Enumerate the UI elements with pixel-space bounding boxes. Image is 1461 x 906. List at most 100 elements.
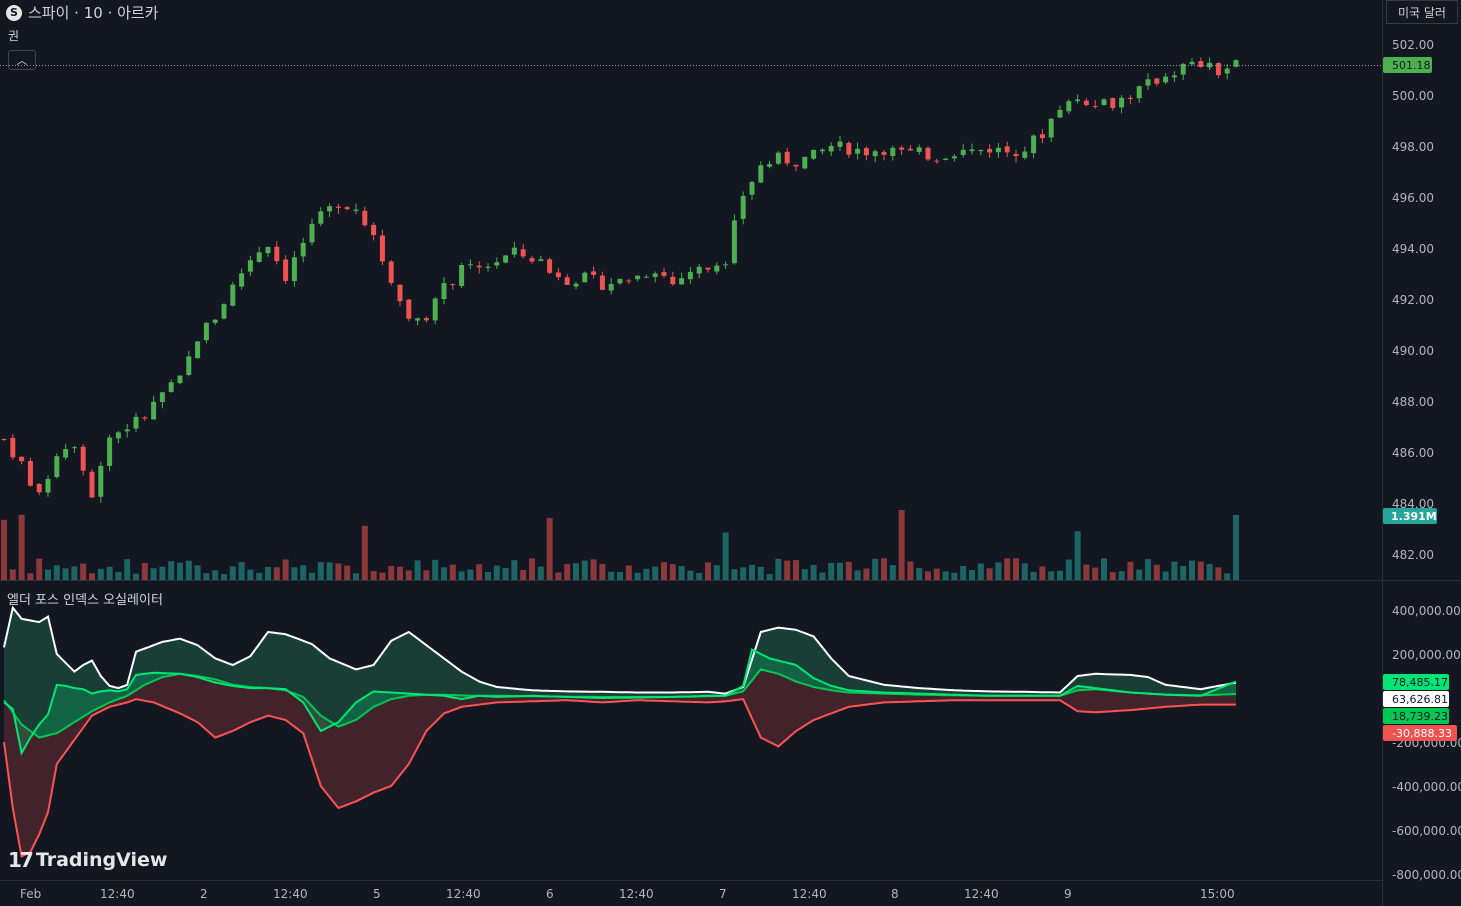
candle — [335, 206, 341, 208]
candle — [916, 147, 922, 152]
candle — [828, 146, 834, 152]
volume-bar — [247, 569, 254, 580]
volume-bar — [564, 564, 571, 580]
candle — [1048, 118, 1054, 138]
candle — [371, 224, 377, 236]
volume-bar — [916, 567, 923, 580]
volume-bar — [599, 563, 606, 580]
candle — [283, 259, 289, 281]
candle — [98, 465, 104, 497]
volume-bar — [537, 566, 544, 580]
volume-bar — [573, 563, 579, 580]
candle — [731, 220, 737, 264]
candle — [397, 284, 403, 302]
volume-bar — [1004, 558, 1011, 580]
candle — [1145, 79, 1151, 86]
candle — [978, 150, 984, 152]
volume-bar — [89, 573, 95, 580]
volume-bar — [995, 562, 1002, 580]
volume-bar — [898, 509, 905, 580]
volume-bar — [361, 525, 368, 580]
candle — [547, 259, 553, 273]
candle — [934, 160, 940, 162]
candle — [353, 209, 359, 211]
volume-bar — [36, 558, 43, 580]
symbol-title[interactable]: 스파이 · 10 · 아르카 — [28, 4, 159, 22]
volume-legend-label: 권 — [8, 29, 20, 43]
candle — [555, 272, 561, 278]
volume-bar — [872, 558, 879, 580]
candle — [415, 318, 421, 321]
candle — [159, 392, 165, 403]
volume-bar — [212, 570, 219, 580]
volume-bar — [687, 570, 694, 580]
volume-bar — [405, 570, 412, 580]
volume-bar — [907, 561, 914, 580]
candle — [643, 276, 649, 278]
volume-bar — [608, 571, 615, 580]
volume-bar — [1048, 571, 1055, 580]
candle — [142, 417, 148, 419]
candle — [943, 158, 949, 160]
oscillator-pane[interactable] — [3, 605, 1237, 858]
candle — [723, 264, 729, 266]
volume-bar — [344, 565, 351, 580]
time-tick: 7 — [719, 887, 727, 901]
volume-bar — [1, 519, 7, 580]
volume-bar — [502, 567, 509, 580]
candle — [907, 148, 913, 151]
currency-button[interactable]: 미국 달러 — [1386, 0, 1458, 24]
oscillator-title[interactable]: 엘더 포스 인덱스 오실레이터 — [7, 593, 163, 608]
candle — [1101, 99, 1107, 106]
candle — [423, 318, 429, 321]
price-tick: 488.00 — [1392, 395, 1434, 409]
candle — [1215, 63, 1221, 76]
candle — [775, 152, 781, 164]
volume-bar — [229, 566, 236, 580]
volume-bar — [1013, 558, 1019, 580]
candle — [1013, 153, 1019, 157]
candle — [327, 206, 333, 212]
time-axis[interactable]: Feb 12:40 2 12:40 5 12:40 6 12:40 7 12:4… — [20, 887, 1235, 901]
candle — [1092, 106, 1098, 108]
volume-bar — [9, 569, 16, 580]
price-tick: 500.00 — [1392, 89, 1434, 103]
volume-bar — [45, 569, 51, 580]
candle — [573, 283, 579, 287]
collapse-chevron-up-icon[interactable]: ︿ — [8, 50, 36, 70]
candle — [186, 356, 192, 375]
candle — [107, 437, 113, 466]
price-candles[interactable] — [1, 57, 1239, 503]
time-tick: 15:00 — [1200, 887, 1235, 901]
volume-bar — [634, 572, 641, 580]
volume-bar — [71, 566, 78, 580]
candle — [1224, 68, 1230, 74]
symbol-header[interactable]: S 스파이 · 10 · 아르카 — [6, 2, 159, 23]
volume-bar — [1021, 563, 1028, 580]
volume-bar — [1197, 561, 1204, 580]
candle — [1110, 98, 1116, 108]
volume-value: 1.391M — [1391, 510, 1437, 523]
candle — [494, 262, 500, 266]
osc-tick: -600,000.00 — [1392, 824, 1461, 838]
osc-tick: 400,000.00 — [1392, 604, 1461, 618]
volume-bar — [379, 572, 386, 580]
volume-bar — [749, 564, 755, 580]
price-tick: 498.00 — [1392, 140, 1434, 154]
volume-bars — [1, 509, 1239, 580]
volume-bar — [854, 570, 861, 580]
volume-bar — [133, 573, 139, 580]
candle — [151, 401, 157, 420]
candle — [1171, 75, 1177, 78]
candle — [230, 284, 236, 306]
volume-bar — [713, 565, 720, 580]
oscillator-axis[interactable]: 400,000.00 200,000.00 -200,000.00 -400,0… — [1392, 604, 1461, 882]
volume-bar — [969, 570, 975, 580]
candle — [1004, 146, 1010, 153]
price-tick: 484.00 — [1392, 497, 1434, 511]
volume-bar — [1030, 571, 1037, 580]
price-axis[interactable]: 502.00 500.00 498.00 496.00 494.00 492.0… — [1392, 38, 1434, 562]
osc-badge-green-value: 78,485.17 — [1392, 676, 1448, 689]
candle — [863, 148, 869, 156]
